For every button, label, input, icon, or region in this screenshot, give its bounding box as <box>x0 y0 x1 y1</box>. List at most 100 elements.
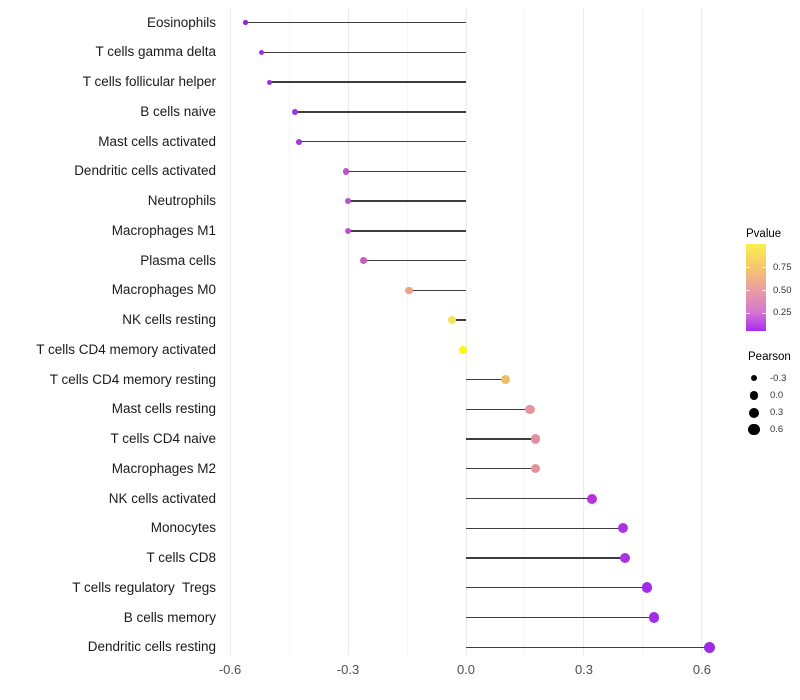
colorbar-tick-mark <box>762 267 766 269</box>
lollipop-stem <box>269 81 466 83</box>
lollipop-dot <box>266 79 272 85</box>
lollipop-dot <box>641 582 653 594</box>
category-label: T cells gamma delta <box>95 44 216 60</box>
x-axis-tick-label: 0.6 <box>692 662 711 677</box>
lollipop-dot <box>243 20 249 25</box>
category-label: Plasma cells <box>140 252 216 268</box>
category-label: Macrophages M2 <box>111 460 216 476</box>
pearson-legend-label: -0.3 <box>770 372 787 384</box>
category-label: T cells CD4 naive <box>110 431 216 447</box>
colorbar-tick-mark <box>762 290 766 292</box>
category-label: Dendritic cells resting <box>87 639 216 655</box>
category-label: Mast cells resting <box>111 401 216 417</box>
x-axis-tick-label: 0.0 <box>456 662 476 677</box>
category-label: B cells naive <box>140 103 216 119</box>
major-gridline <box>347 8 349 655</box>
category-label: B cells memory <box>123 609 216 625</box>
major-gridline <box>583 8 585 655</box>
lollipop-stem <box>363 259 466 262</box>
lollipop-dot <box>586 493 597 504</box>
lollipop-stem <box>346 170 466 173</box>
lollipop-dot <box>448 315 457 325</box>
lollipop-dot <box>530 434 541 444</box>
colorbar-tick-mark <box>746 290 750 292</box>
pearson-legend-label: 0.3 <box>770 407 784 419</box>
lollipop-stem <box>466 616 654 619</box>
lollipop-stem <box>466 646 710 648</box>
category-label: NK cells activated <box>108 490 216 506</box>
minor-gridline <box>406 8 408 655</box>
minor-gridline <box>642 8 644 655</box>
category-label: T cells CD4 memory resting <box>49 371 216 387</box>
pearson-legend-dot <box>750 374 758 382</box>
category-label: T cells follicular helper <box>82 74 216 90</box>
colorbar-tick-label: 0.75 <box>773 261 792 273</box>
major-gridline <box>701 8 703 655</box>
pvalue-colorbar <box>746 244 766 331</box>
lollipop-dot <box>500 375 510 385</box>
lollipop-stem <box>298 140 466 143</box>
lollipop-dot <box>704 641 716 653</box>
category-label: Neutrophils <box>147 193 216 209</box>
lollipop-dot <box>344 197 352 205</box>
pearson-legend-label: 0.6 <box>770 424 784 436</box>
minor-gridline <box>288 8 290 655</box>
lollipop-dot <box>530 464 540 474</box>
category-label: T cells regulatory Tregs <box>72 579 216 595</box>
colorbar-tick-label: 0.50 <box>773 284 792 296</box>
category-label: Dendritic cells activated <box>74 163 216 179</box>
category-label: Mast cells activated <box>98 133 216 149</box>
lollipop-stem <box>294 111 466 113</box>
lollipop-dot <box>525 404 535 414</box>
x-axis-tick-label: 0.3 <box>574 662 594 677</box>
category-label: T cells CD8 <box>146 550 216 566</box>
colorbar-tick-mark <box>746 267 750 269</box>
pearson-legend-label: 0.0 <box>770 389 784 401</box>
lollipop-stem <box>466 557 626 559</box>
lollipop-dot <box>295 138 302 145</box>
x-axis-tick-label: -0.6 <box>218 662 242 677</box>
category-label: Macrophages M0 <box>111 282 216 298</box>
lollipop-stem <box>261 51 466 54</box>
lollipop-stem <box>245 22 466 24</box>
lollipop-dot <box>258 49 264 55</box>
lollipop-stem <box>408 289 466 292</box>
category-label: Monocytes <box>150 520 216 536</box>
lollipop-dot <box>458 345 468 355</box>
lollipop-dot <box>620 552 631 564</box>
lollipop-stem <box>466 468 536 470</box>
pearson-legend-dot <box>749 391 759 400</box>
colorbar-tick-mark <box>746 312 750 314</box>
colorbar-tick-label: 0.25 <box>773 307 792 319</box>
minor-gridline <box>524 8 526 655</box>
lollipop-dot <box>292 109 298 115</box>
lollipop-stem <box>466 587 647 589</box>
pearson-legend-dot <box>749 407 759 418</box>
lollipop-dot <box>344 227 352 235</box>
lollipop-stem <box>348 200 466 202</box>
lollipop-stem <box>466 527 624 529</box>
lollipop-dot <box>618 523 629 534</box>
x-axis-tick-label: -0.3 <box>336 662 360 677</box>
major-gridline <box>465 8 467 655</box>
lollipop-stem <box>452 319 466 321</box>
lollipop-stem <box>348 230 466 232</box>
category-label: Eosinophils <box>146 14 216 30</box>
category-label: NK cells resting <box>122 312 216 328</box>
lollipop-stem <box>466 438 536 440</box>
lollipop-dot <box>405 286 413 295</box>
pearson-legend-dot <box>748 424 760 436</box>
lollipop-stem <box>466 408 531 410</box>
lollipop-stem <box>466 378 506 381</box>
colorbar-tick-mark <box>762 312 766 314</box>
lollipop-stem <box>466 497 592 500</box>
category-label: T cells CD4 memory activated <box>36 341 216 357</box>
lollipop-dot <box>360 257 368 265</box>
lollipop-dot <box>342 168 350 175</box>
major-gridline <box>229 8 231 655</box>
category-label: Macrophages M1 <box>111 222 216 238</box>
lollipop-dot <box>648 612 660 623</box>
pvalue-legend-title: Pvalue <box>746 228 782 240</box>
pearson-legend-title: Pearson <box>748 351 791 363</box>
